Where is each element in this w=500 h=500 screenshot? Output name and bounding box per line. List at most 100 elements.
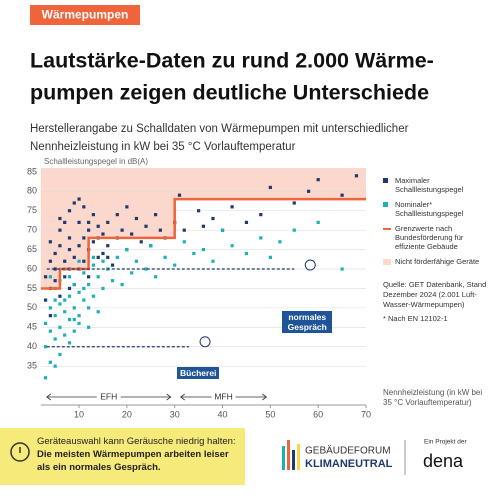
point bbox=[259, 213, 263, 217]
segment-label: MFH bbox=[214, 391, 232, 401]
segment-label-bg bbox=[211, 391, 236, 403]
segment-label: EFH bbox=[100, 391, 117, 401]
legend-item: Nicht förderfähige Geräte bbox=[383, 257, 493, 266]
point bbox=[101, 259, 105, 263]
y-tick-label: 55 bbox=[27, 283, 37, 293]
legend-swatch bbox=[383, 178, 388, 183]
point bbox=[58, 352, 62, 357]
legend-item: Nominaler* Schallleistungspegel bbox=[383, 200, 493, 219]
point bbox=[87, 275, 91, 279]
point bbox=[87, 220, 91, 224]
reference-label: Bücherei bbox=[177, 366, 220, 379]
title-line: pumpen zeigen deutliche Unterschiede bbox=[30, 81, 429, 105]
point bbox=[106, 255, 110, 259]
point bbox=[72, 282, 76, 287]
point bbox=[134, 216, 139, 221]
tag: Wärmepumpen bbox=[42, 8, 129, 22]
point bbox=[53, 337, 57, 341]
point bbox=[82, 286, 86, 291]
source: Quelle: GET Datenbank, Stand Dezember 20… bbox=[383, 280, 487, 309]
point bbox=[158, 228, 162, 232]
point bbox=[120, 282, 124, 287]
point bbox=[106, 220, 110, 224]
point bbox=[177, 193, 182, 197]
point bbox=[77, 314, 81, 318]
point bbox=[173, 263, 177, 267]
y-tick-label: 80 bbox=[27, 186, 37, 196]
point bbox=[72, 255, 76, 259]
point bbox=[72, 317, 76, 322]
point bbox=[153, 275, 158, 279]
tip-text: Geräteauswahl kann Geräusche niedrig hal… bbox=[37, 436, 237, 474]
point bbox=[101, 251, 105, 256]
y-axis-label: Schallleistungspegel in dB(A) bbox=[44, 157, 148, 166]
point bbox=[77, 321, 81, 326]
y-tick-label: 45 bbox=[27, 322, 37, 332]
legend-label: Nominaler* Schallleistungspegel bbox=[395, 199, 464, 219]
logo-bar bbox=[287, 440, 290, 470]
point bbox=[91, 255, 96, 259]
point bbox=[106, 244, 110, 248]
point bbox=[278, 240, 282, 244]
point bbox=[72, 329, 76, 333]
point bbox=[67, 275, 72, 279]
logo-bar bbox=[282, 446, 285, 470]
point bbox=[192, 251, 196, 256]
x-axis-label: Nennheizleistung (in kW bei 35 °C Vorlau… bbox=[383, 388, 483, 408]
point bbox=[82, 271, 86, 275]
point bbox=[120, 228, 124, 232]
point bbox=[63, 220, 67, 224]
point bbox=[153, 213, 158, 217]
point bbox=[110, 279, 115, 283]
tag-bg bbox=[30, 5, 140, 25]
point bbox=[91, 213, 96, 217]
point bbox=[96, 310, 100, 314]
point bbox=[96, 224, 100, 228]
point bbox=[91, 240, 96, 244]
legend-swatch bbox=[383, 258, 391, 265]
point bbox=[292, 201, 296, 205]
point bbox=[268, 185, 272, 190]
logo-bars bbox=[282, 440, 300, 470]
point bbox=[125, 247, 129, 252]
point bbox=[125, 205, 129, 209]
point bbox=[87, 228, 91, 232]
point bbox=[244, 220, 249, 224]
point bbox=[77, 197, 81, 201]
point bbox=[134, 259, 139, 263]
point bbox=[67, 286, 72, 291]
x-tick-label: 30 bbox=[170, 409, 180, 419]
point bbox=[58, 244, 62, 248]
point bbox=[96, 275, 100, 279]
point bbox=[110, 263, 115, 267]
y-tick-label: 75 bbox=[27, 205, 37, 215]
logo-text: GEBÄUDEFORUM bbox=[305, 445, 391, 457]
point bbox=[316, 178, 320, 182]
point bbox=[316, 220, 320, 224]
point bbox=[53, 298, 57, 302]
point bbox=[211, 216, 215, 221]
point bbox=[77, 290, 81, 294]
logo-bar bbox=[297, 444, 300, 470]
logo-bar bbox=[292, 450, 295, 470]
point bbox=[63, 333, 67, 337]
point bbox=[53, 279, 57, 283]
point bbox=[259, 236, 263, 240]
point bbox=[67, 341, 72, 345]
subtitle-line: Herstellerangabe zu Schalldaten von Wärm… bbox=[30, 123, 409, 135]
tip-box bbox=[0, 428, 245, 485]
point bbox=[130, 271, 134, 275]
point bbox=[48, 329, 52, 333]
point bbox=[130, 232, 134, 236]
point bbox=[340, 267, 344, 271]
point bbox=[144, 267, 148, 271]
point bbox=[244, 251, 249, 256]
segment-arrowhead bbox=[180, 393, 268, 401]
y-tick-label: 40 bbox=[27, 341, 37, 351]
point bbox=[268, 255, 272, 259]
point bbox=[43, 321, 48, 326]
point bbox=[101, 286, 105, 291]
legend-item: Maximaler Schallleistungspegel bbox=[383, 176, 493, 195]
point bbox=[58, 216, 62, 221]
footnote: * Nach EN 12102-1 bbox=[383, 314, 448, 323]
